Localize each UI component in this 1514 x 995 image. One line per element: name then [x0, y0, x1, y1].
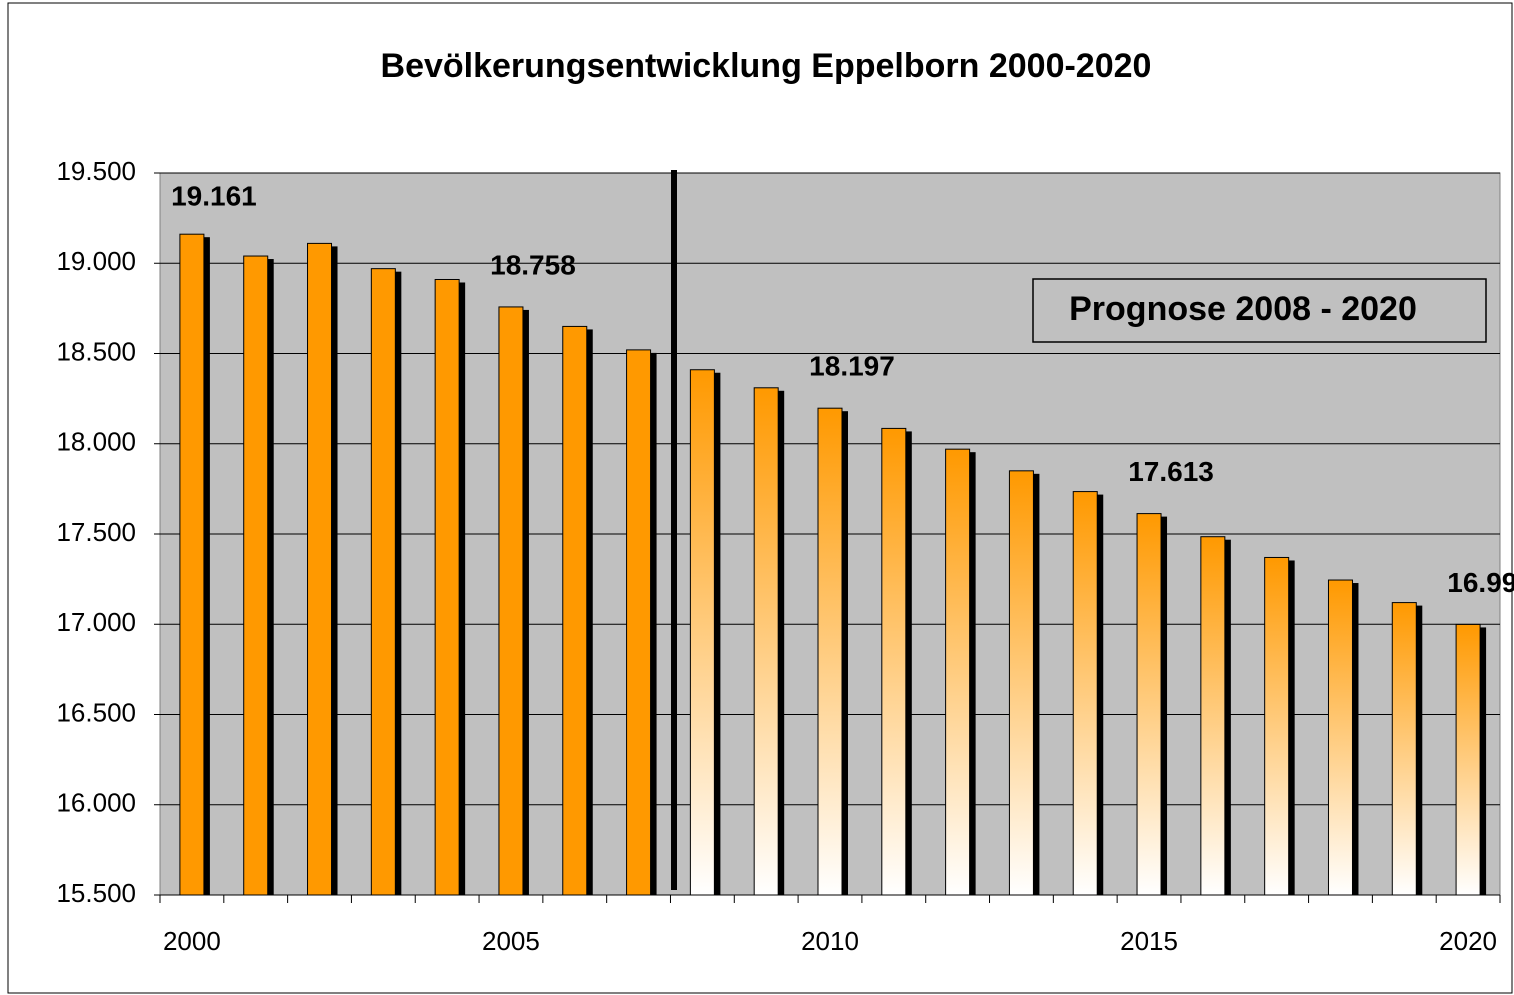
bar	[1136, 513, 1162, 896]
y-tick-label: 15.500	[56, 878, 136, 908]
bar	[817, 407, 843, 896]
bar	[370, 268, 396, 896]
bar	[1200, 536, 1226, 896]
annotation: Prognose 2008 - 2020	[1069, 290, 1417, 328]
bar	[626, 349, 652, 896]
y-tick-label: 17.500	[56, 517, 136, 547]
y-tick-label: 18.000	[56, 427, 136, 457]
data-label: 16.999	[1447, 567, 1514, 598]
data-label: 19.161	[171, 180, 257, 211]
bar	[498, 306, 524, 896]
bar	[307, 242, 333, 896]
y-tick-label: 17.000	[56, 607, 136, 637]
bar	[562, 325, 588, 896]
x-tick-label: 2010	[801, 926, 859, 956]
y-tick-label: 16.500	[56, 697, 136, 727]
x-tick-label: 2020	[1439, 926, 1497, 956]
bar	[689, 369, 715, 896]
x-tick-label: 2000	[163, 926, 221, 956]
data-label: 18.758	[490, 249, 576, 280]
x-tick-label: 2015	[1120, 926, 1178, 956]
bar	[881, 427, 907, 896]
bar	[434, 278, 460, 896]
bar	[753, 387, 779, 896]
bar	[1327, 579, 1353, 896]
bar	[243, 255, 269, 896]
bar	[1008, 470, 1034, 896]
y-tick-label: 18.500	[56, 336, 136, 366]
y-tick-label: 19.000	[56, 246, 136, 276]
x-tick-label: 2005	[482, 926, 540, 956]
y-tick-label: 16.000	[56, 788, 136, 818]
bar	[179, 233, 205, 896]
data-label: 18.197	[809, 351, 895, 382]
bar	[945, 448, 971, 896]
bar	[1264, 556, 1290, 896]
y-tick-label: 19.500	[56, 156, 136, 186]
bar	[1391, 602, 1417, 896]
bar	[1072, 491, 1098, 896]
annotation-box	[1032, 278, 1487, 343]
chart-title: Bevölkerungsentwicklung Eppelborn 2000-2…	[381, 47, 1152, 85]
bar	[1455, 623, 1481, 896]
data-label: 17.613	[1128, 456, 1214, 487]
